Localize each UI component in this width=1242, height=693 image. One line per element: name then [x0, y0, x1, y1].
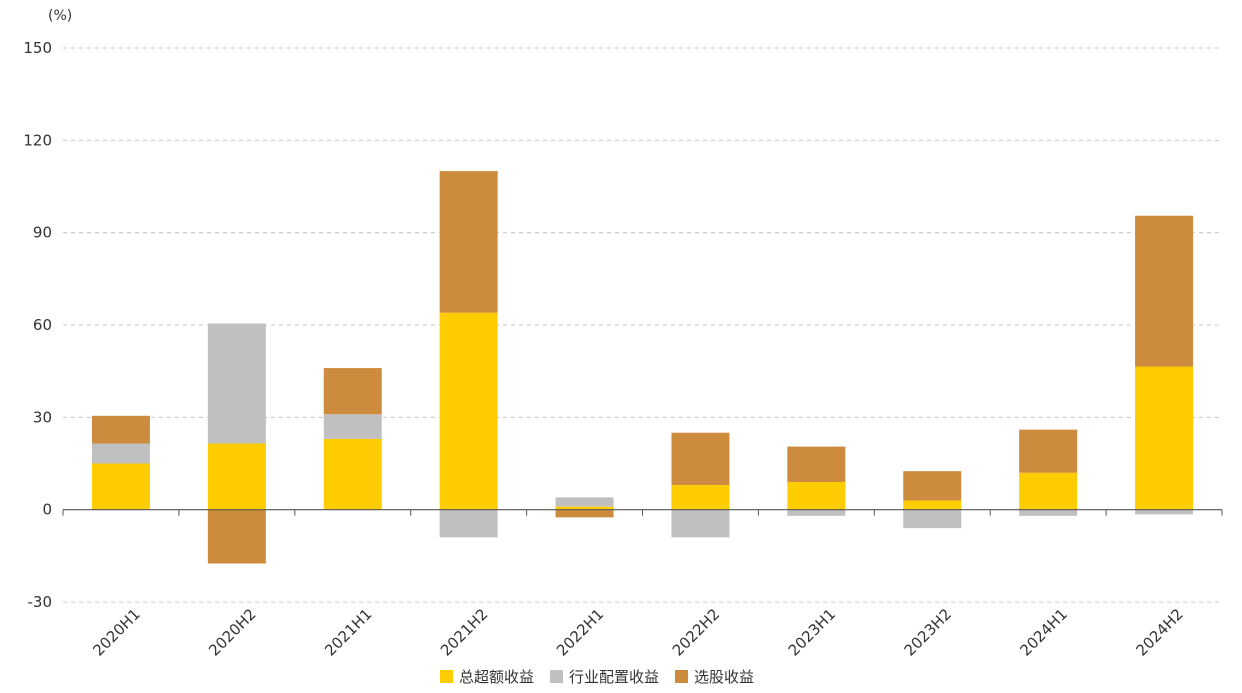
legend-label: 总超额收益 — [459, 667, 535, 686]
y-tick-label: 120 — [23, 131, 52, 149]
bar-segment-2-2024H2 — [1135, 509, 1194, 515]
bar-segment-2-2023H2 — [903, 509, 962, 529]
legend-item: 行业配置收益 — [550, 666, 659, 687]
bar-segment-3-2020H2 — [207, 509, 266, 564]
legend-swatch — [550, 669, 564, 683]
bar-segment-3-2022H1 — [555, 509, 614, 518]
y-tick-label: -30 — [28, 593, 53, 611]
x-tick-label: 2020H2 — [205, 605, 259, 659]
legend-swatch — [675, 669, 689, 683]
bar-segment-3-2023H2 — [903, 471, 962, 501]
bar-segment-2-2021H2 — [439, 509, 498, 538]
bar-segment-2-2020H2 — [207, 323, 266, 444]
bar-segment-2-2020H1 — [91, 443, 150, 464]
bar-segment-1-2023H2 — [903, 500, 962, 510]
x-tick-label: 2024H2 — [1132, 605, 1186, 659]
bar-segment-1-2024H2 — [1135, 366, 1194, 510]
legend-item: 总超额收益 — [440, 666, 534, 687]
y-tick-label: 60 — [33, 316, 52, 334]
bar-segment-3-2024H2 — [1135, 215, 1194, 367]
bar-segment-1-2021H2 — [439, 312, 498, 510]
x-tick-label: 2024H1 — [1017, 605, 1071, 659]
x-tick-label: 2022H1 — [553, 605, 607, 659]
x-tick-label: 2021H1 — [321, 605, 375, 659]
x-tick-label: 2020H1 — [89, 605, 143, 659]
bar-segment-1-2024H1 — [1019, 472, 1078, 510]
bar-segment-2-2024H1 — [1019, 509, 1078, 516]
bar-segment-3-2020H1 — [91, 415, 150, 444]
chart-legend: 总超额收益 行业配置收益 选股收益 — [440, 664, 754, 688]
x-tick-label: 2023H2 — [901, 605, 955, 659]
legend-label: 行业配置收益 — [569, 667, 660, 686]
bar-segment-3-2021H1 — [323, 368, 382, 415]
legend-item: 选股收益 — [675, 666, 754, 687]
bar-segment-2-2022H1 — [555, 497, 614, 507]
legend-label: 选股收益 — [694, 667, 755, 686]
bar-segment-3-2021H2 — [439, 171, 498, 313]
bar-segment-2-2022H2 — [671, 509, 730, 538]
y-axis-unit-label: (%) — [48, 8, 72, 24]
x-tick-label: 2023H1 — [785, 605, 839, 659]
bar-segment-2-2023H1 — [787, 509, 846, 516]
axes: -30 0 30 60 90 120 150 2020H1 2020H2 2021H1 2021H2… — [23, 39, 1223, 660]
x-tick-label: 2022H2 — [669, 605, 723, 659]
bar-segment-1-2023H1 — [787, 481, 846, 510]
bar-segment-1-2021H1 — [323, 438, 382, 510]
x-tick-label: 2021H2 — [437, 605, 491, 659]
y-tick-label: 30 — [33, 408, 52, 426]
bar-segment-2-2021H1 — [323, 414, 382, 439]
legend-swatch — [440, 669, 453, 683]
bar-segment-3-2024H1 — [1019, 429, 1078, 473]
bar-segment-1-2020H1 — [91, 463, 150, 510]
bar-segment-1-2020H2 — [207, 443, 266, 510]
bar-segment-3-2022H2 — [671, 432, 730, 486]
y-tick-label: 0 — [42, 501, 52, 519]
bar-segment-3-2023H1 — [787, 446, 846, 482]
bars — [91, 171, 1194, 564]
bar-segment-1-2022H2 — [671, 485, 730, 510]
bar-segment-1-2022H1 — [555, 506, 614, 510]
y-tick-label: 150 — [23, 39, 52, 57]
y-tick-label: 90 — [33, 224, 52, 242]
